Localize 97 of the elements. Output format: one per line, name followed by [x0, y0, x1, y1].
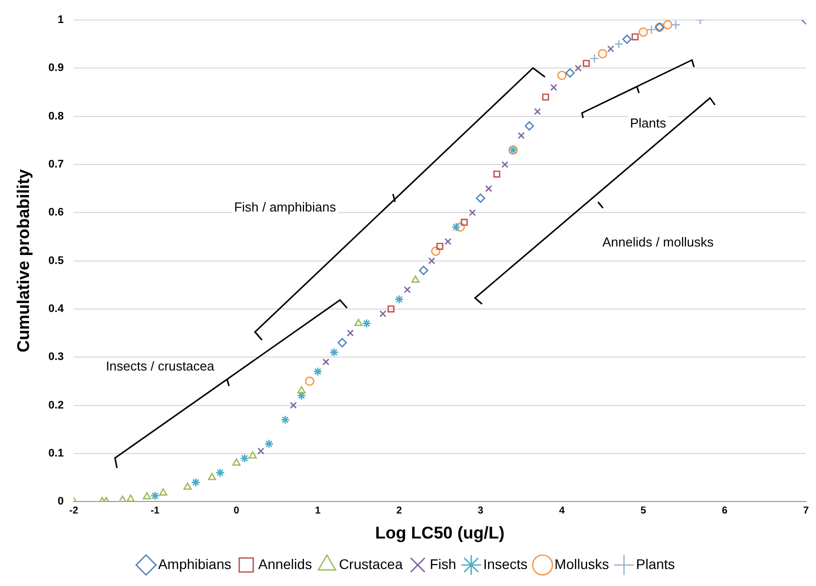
- point: [126, 494, 135, 502]
- point: [638, 27, 648, 37]
- annotation: Insects / crustacea: [106, 358, 215, 374]
- x-tick-label: -2: [69, 505, 79, 516]
- point: [431, 246, 440, 256]
- point: [607, 45, 614, 52]
- point: [280, 415, 290, 424]
- point: [411, 275, 420, 283]
- point: [159, 488, 168, 496]
- point: [590, 54, 600, 64]
- y-tick-label: 0.5: [48, 254, 64, 267]
- point: [428, 257, 436, 264]
- point: [485, 185, 492, 192]
- point: [451, 222, 461, 232]
- point: [257, 448, 264, 455]
- point: [305, 376, 314, 386]
- annotation: Annelids / mollusks: [602, 234, 714, 250]
- annotation: Fish / amphibians: [234, 200, 336, 215]
- y-tick-label: 0.3: [48, 351, 64, 364]
- legend-label: Plants: [636, 556, 675, 572]
- y-tick-label: 0.2: [48, 399, 64, 412]
- point: [232, 458, 241, 466]
- point: [118, 496, 127, 502]
- point: [313, 366, 322, 376]
- y-tick-label: 0: [58, 496, 64, 508]
- point: [208, 472, 216, 480]
- point: [476, 194, 486, 203]
- point: [524, 121, 534, 131]
- y-tick-label: 0.1: [48, 447, 64, 460]
- y-tick-label: 0.7: [48, 158, 64, 171]
- point: [338, 338, 347, 348]
- point: [264, 439, 274, 448]
- point: [598, 49, 608, 58]
- point: [404, 286, 411, 294]
- point: [646, 24, 656, 34]
- point: [394, 294, 404, 304]
- point: [493, 170, 500, 178]
- point: [183, 482, 192, 490]
- point: [460, 218, 468, 226]
- y-tick-label: 0.4: [48, 302, 65, 315]
- legend-label: Mollusks: [554, 556, 610, 572]
- annotation: Plants: [630, 116, 667, 131]
- point: [191, 478, 200, 487]
- point: [216, 468, 225, 478]
- point: [362, 318, 372, 328]
- point: [468, 209, 476, 216]
- legend-label: Annelids: [258, 556, 312, 572]
- point: [379, 310, 386, 318]
- y-tick-label: 0.8: [48, 110, 64, 122]
- point: [418, 266, 428, 276]
- point: [346, 330, 354, 337]
- point: [501, 161, 508, 168]
- x-tick-label: 4: [559, 505, 566, 516]
- point: [632, 33, 639, 40]
- y-tick-label: 1: [58, 14, 64, 26]
- point: [444, 238, 452, 246]
- point: [322, 358, 330, 366]
- point: [518, 132, 525, 140]
- legend-label: Insects: [483, 556, 528, 572]
- x-tick-label: 0: [234, 505, 240, 516]
- legend-label: Amphibians: [158, 556, 232, 572]
- point: [663, 20, 672, 30]
- point: [142, 492, 152, 500]
- point: [150, 491, 160, 500]
- legend-label: Crustacea: [338, 556, 403, 572]
- point: [534, 108, 541, 115]
- x-tick-label: 5: [640, 505, 646, 516]
- x-tick-label: -1: [150, 505, 160, 516]
- point: [388, 305, 395, 312]
- point: [557, 70, 567, 80]
- point: [565, 68, 575, 78]
- x-tick-label: 3: [478, 505, 484, 516]
- point: [614, 39, 624, 49]
- point: [354, 318, 363, 326]
- point: [671, 20, 680, 30]
- point: [550, 84, 558, 91]
- point: [296, 391, 306, 400]
- y-tick-label: 0.9: [48, 62, 64, 74]
- legend-label: Fish: [430, 556, 456, 572]
- point: [622, 34, 632, 44]
- point: [582, 60, 590, 67]
- point: [240, 454, 250, 463]
- x-tick-label: 1: [315, 505, 322, 516]
- point: [456, 222, 465, 232]
- y-tick-label: 0.6: [48, 206, 64, 219]
- point: [290, 402, 297, 409]
- point: [574, 64, 582, 72]
- point: [329, 348, 339, 357]
- x-tick-label: 7: [803, 505, 810, 516]
- point: [248, 451, 257, 458]
- y-axis-title: Cumulative probability: [14, 168, 33, 352]
- x-axis-title: Log LC50 (ug/L): [375, 523, 505, 542]
- x-tick-label: 6: [722, 505, 728, 516]
- point: [436, 242, 444, 250]
- point: [542, 94, 550, 101]
- x-tick-label: 2: [396, 505, 402, 516]
- point: [297, 386, 306, 394]
